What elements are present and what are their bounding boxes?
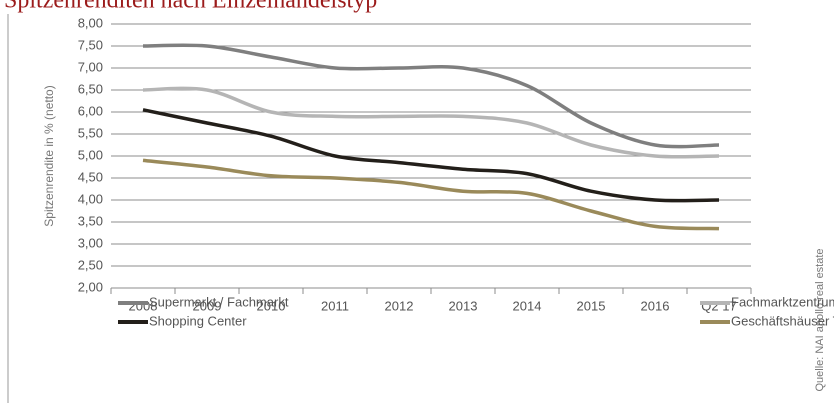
y-tick-label: 8,00 <box>78 15 103 30</box>
y-tick-label: 3,50 <box>78 213 103 228</box>
y-tick-label: 5,50 <box>78 125 103 140</box>
series-line <box>142 86 720 159</box>
x-tick-label: 2016 <box>641 298 670 313</box>
y-tick-label: 4,50 <box>78 169 103 184</box>
y-tick-label: 3,00 <box>78 235 103 250</box>
legend-label: Fachmarktzentrum <box>731 294 834 309</box>
y-tick-label: 2,00 <box>78 279 103 294</box>
x-tick-label: 2012 <box>385 298 414 313</box>
x-tick-label: 2015 <box>577 298 606 313</box>
y-tick-label: 5,00 <box>78 147 103 162</box>
y-axis-label: Spitzenrendite in % (netto) <box>42 85 56 226</box>
legend-label: Geschäftshäuser Top-5 <box>731 313 834 328</box>
y-tick-label: 7,50 <box>78 37 103 52</box>
y-tick-label: 6,50 <box>78 81 103 96</box>
series-line <box>142 108 720 203</box>
y-tick-label: 7,00 <box>78 59 103 74</box>
x-tick-label: 2013 <box>449 298 478 313</box>
source: Quelle: NAI apollo real estate <box>814 248 826 391</box>
y-tick-label: 2,50 <box>78 257 103 272</box>
x-tick-label: 2010 <box>257 298 286 313</box>
series-line <box>142 43 720 149</box>
y-tick-label: 4,00 <box>78 191 103 206</box>
x-tick-label: 2009 <box>193 298 222 313</box>
x-tick-label: 2011 <box>321 298 349 313</box>
y-tick-label: 6,00 <box>78 103 103 118</box>
legend-label: Supermarkt / Fachmarkt <box>149 294 289 309</box>
legend-label: Shopping Center <box>149 313 247 328</box>
x-tick-label: 2014 <box>513 298 542 313</box>
series-line <box>142 158 720 231</box>
chart-title: Spitzenrenditen nach Einzelhandelstyp <box>4 0 377 14</box>
